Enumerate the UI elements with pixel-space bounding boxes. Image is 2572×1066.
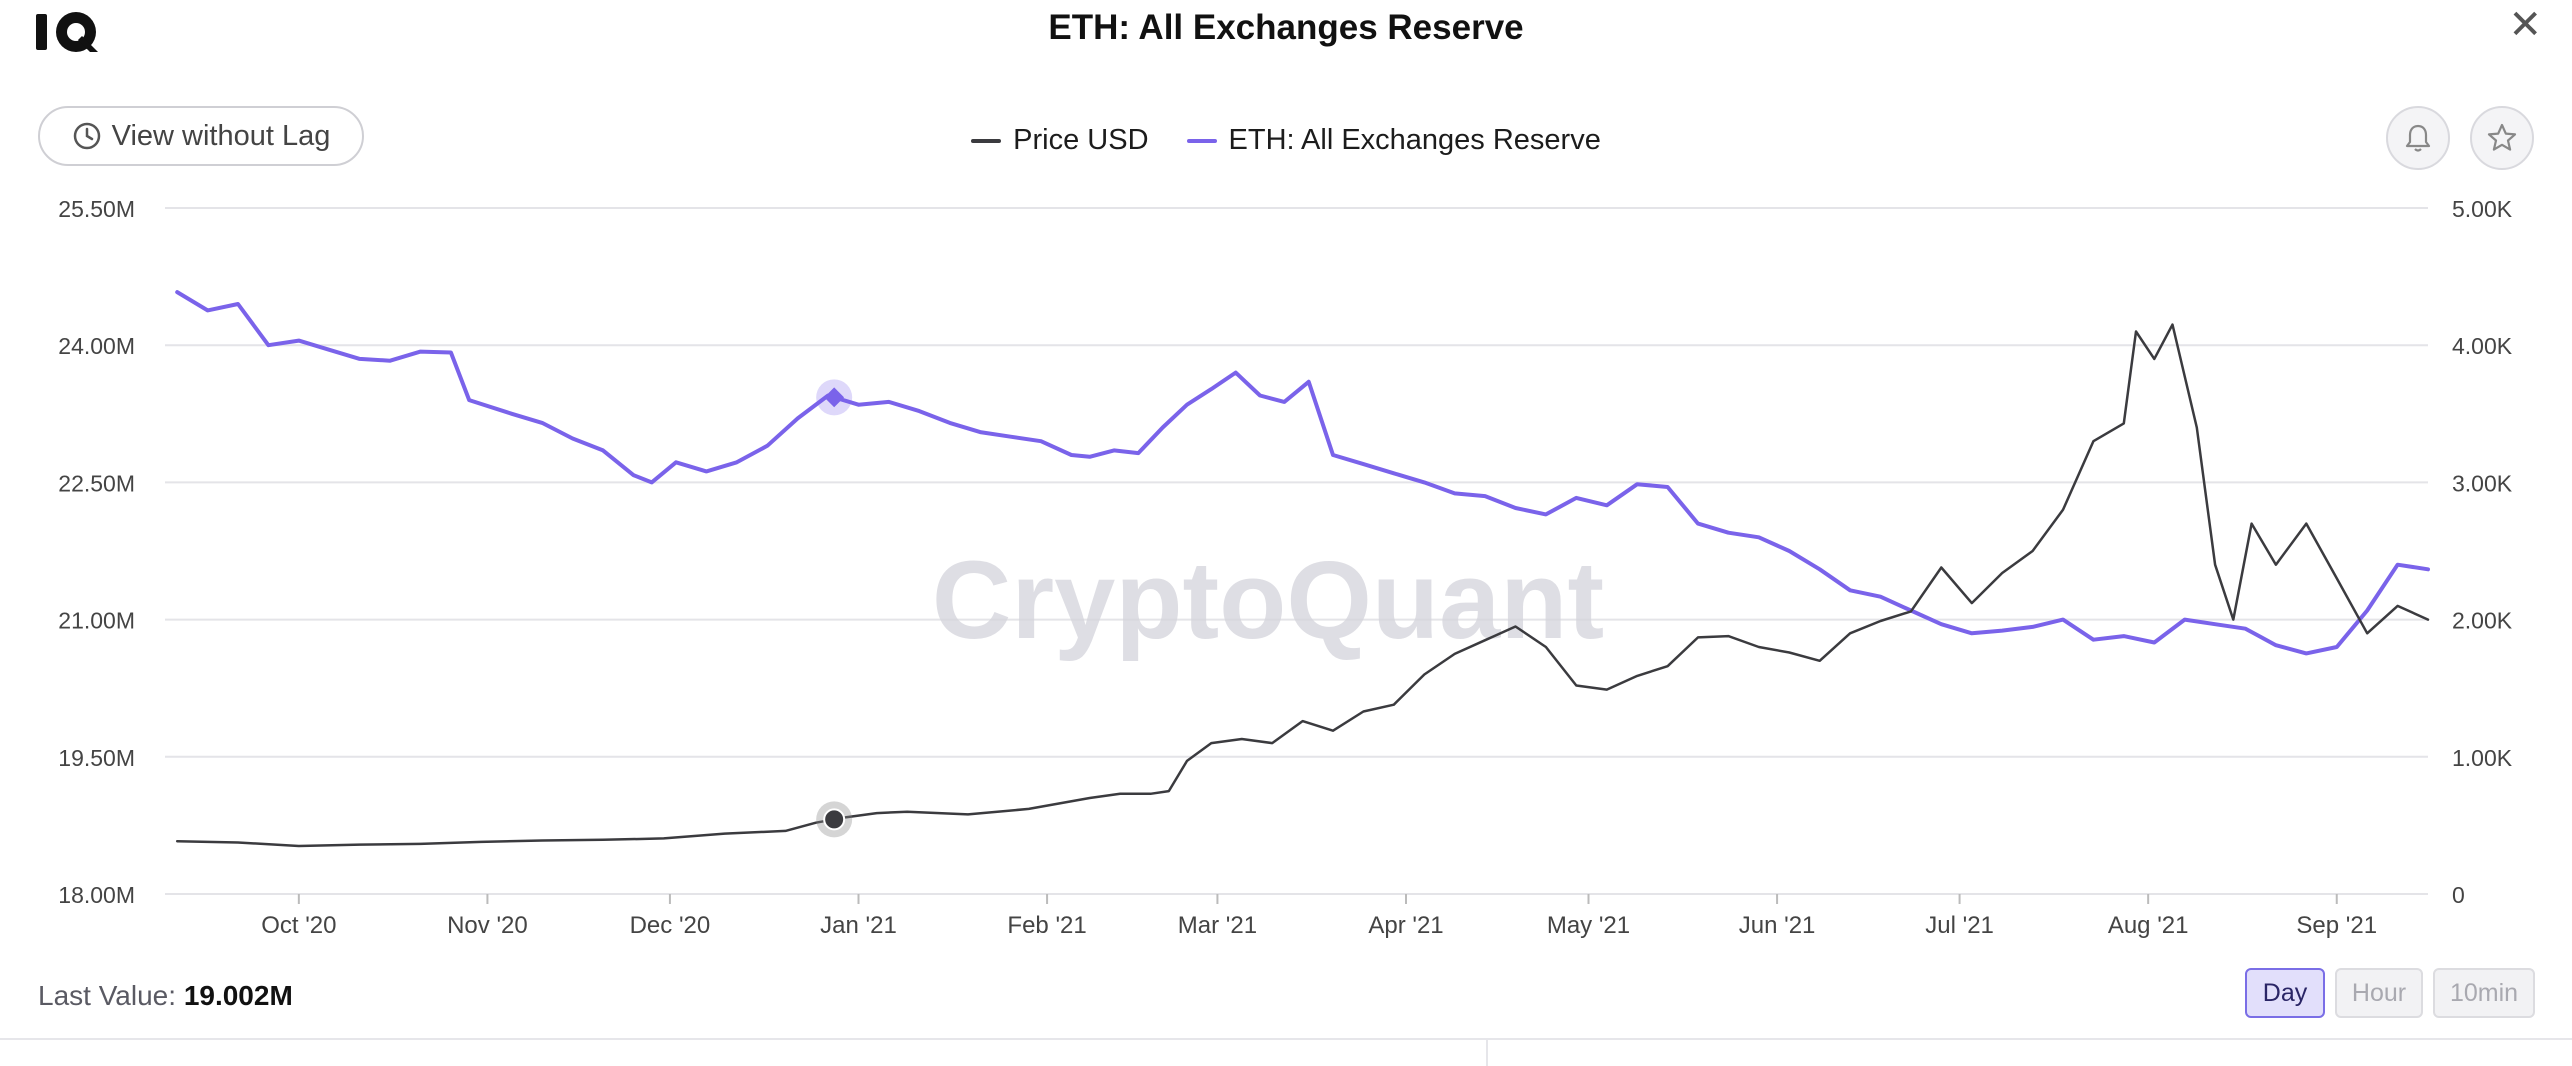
y-axis-left: 25.50M 24.00M 22.50M 21.00M 19.50M 18.00M <box>58 196 135 908</box>
last-value: Last Value: 19.002M <box>38 980 293 1012</box>
bottom-divider <box>0 1038 2572 1040</box>
x-tick-label: Jul '21 <box>1925 912 1994 939</box>
cryptoquant-logo <box>36 12 98 52</box>
x-tick-label: Apr '21 <box>1368 912 1443 939</box>
y-right-tick-label: 2.00K <box>2452 608 2513 634</box>
y-left-tick-label: 21.00M <box>58 608 135 634</box>
x-tick-label: Aug '21 <box>2108 912 2189 939</box>
legend-swatch-price <box>971 138 1002 143</box>
bell-icon <box>2405 124 2431 152</box>
view-without-lag-button[interactable]: View without Lag <box>38 106 364 166</box>
y-axis-right: 5.00K 4.00K 3.00K 2.00K 1.00K 0 <box>2452 196 2513 908</box>
x-tick-label: Sep '21 <box>2296 912 2377 939</box>
chart-legend: Price USD ETH: All Exchanges Reserve <box>0 124 2572 157</box>
timeframe-day-button[interactable]: Day <box>2245 968 2325 1018</box>
x-tick-label: Jan '21 <box>820 912 897 939</box>
alert-bell-button[interactable] <box>2386 106 2450 170</box>
x-tick-label: May '21 <box>1547 912 1630 939</box>
x-tick-label: Oct '20 <box>261 912 336 939</box>
y-right-tick-label: 4.00K <box>2452 333 2513 359</box>
close-icon[interactable]: ✕ <box>2508 3 2542 47</box>
view-without-lag-label: View without Lag <box>111 119 331 152</box>
y-right-tick-label: 0 <box>2452 882 2465 908</box>
favorite-star-button[interactable] <box>2470 106 2534 170</box>
x-axis: Oct '20 Nov '20 Dec '20 Jan '21 Feb '21 Mar '… <box>261 894 2377 939</box>
star-icon <box>2487 123 2517 151</box>
y-left-tick-label: 18.00M <box>58 882 135 908</box>
chart-area: CryptoQuant 25.50M 24.00M 22.50M 21.00M 19.5… <box>58 196 2513 939</box>
grid-layer <box>165 207 2428 895</box>
hover-marker-reserve <box>824 387 845 408</box>
bottom-divider-tick <box>1486 1040 1488 1066</box>
y-left-tick-label: 24.00M <box>58 333 135 359</box>
y-right-tick-label: 3.00K <box>2452 470 2513 496</box>
legend-swatch-reserve <box>1186 138 1217 143</box>
timeframe-hour-button[interactable]: Hour <box>2335 968 2423 1018</box>
series-line-reserve <box>175 290 2430 656</box>
y-left-tick-label: 22.50M <box>58 470 135 496</box>
y-left-tick-label: 19.50M <box>58 745 135 771</box>
last-value-label: Last Value: <box>38 980 177 1011</box>
y-right-tick-label: 5.00K <box>2452 196 2513 222</box>
hover-marker-price <box>823 808 846 831</box>
clock-icon <box>73 122 100 150</box>
series-layer <box>175 290 2430 848</box>
legend-label-price: Price USD <box>1013 124 1149 156</box>
x-tick-label: Nov '20 <box>447 912 528 939</box>
x-tick-label: Mar '21 <box>1178 912 1257 939</box>
x-tick-label: Dec '20 <box>630 912 711 939</box>
y-right-tick-label: 1.00K <box>2452 745 2513 771</box>
legend-item-price[interactable]: Price USD <box>971 124 1149 157</box>
marker-layer <box>816 379 853 838</box>
chart-title: ETH: All Exchanges Reserve <box>1048 8 1524 47</box>
series-line-price <box>175 323 2430 848</box>
legend-item-reserve[interactable]: ETH: All Exchanges Reserve <box>1186 124 1601 157</box>
watermark-text: CryptoQuant <box>932 539 1604 662</box>
timeframe-10min-button[interactable]: 10min <box>2433 968 2535 1018</box>
legend-label-reserve: ETH: All Exchanges Reserve <box>1228 124 1601 156</box>
x-tick-label: Feb '21 <box>1007 912 1086 939</box>
last-value-number: 19.002M <box>183 980 293 1011</box>
x-tick-label: Jun '21 <box>1739 912 1816 939</box>
y-left-tick-label: 25.50M <box>58 196 135 222</box>
